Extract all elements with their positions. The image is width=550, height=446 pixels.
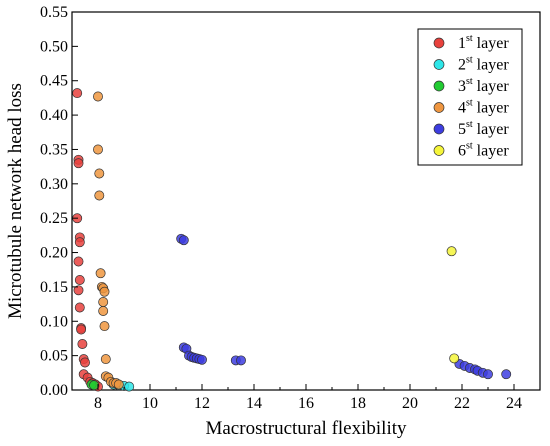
point-series-4 — [93, 91, 103, 102]
y-tick-label: 0.10 — [40, 313, 68, 330]
legend-ordinal: 1 — [458, 35, 466, 52]
x-tick-label: 22 — [454, 395, 470, 412]
legend-box — [417, 28, 523, 166]
legend-label: 6st layer — [458, 141, 509, 160]
point-series-1 — [73, 256, 84, 267]
y-tick-label: 0.05 — [40, 348, 68, 365]
legend-suffix: layer — [477, 35, 510, 52]
x-tick-label: 10 — [142, 395, 158, 412]
legend-suffix: layer — [477, 57, 510, 74]
point-series-4 — [94, 168, 105, 179]
legend-superscript: st — [466, 119, 473, 130]
point-series-5 — [178, 235, 189, 246]
x-tick-label: 14 — [246, 395, 262, 412]
y-tick-label: 0.30 — [40, 176, 68, 193]
legend-marker — [433, 123, 445, 135]
point-series-4 — [99, 321, 110, 332]
y-axis: 0.00 0.05 0.10 0.15 0.20 0.25 0.30 0.35 0.40 0.45… — [40, 4, 78, 399]
point-series-4 — [99, 286, 110, 297]
point-series-4 — [98, 297, 109, 307]
x-tick-label: 24 — [506, 395, 522, 412]
point-series-1 — [76, 324, 87, 335]
legend-superscript: st — [466, 76, 473, 87]
legend-label: 3st layer — [458, 76, 509, 95]
point-series-1 — [74, 237, 85, 248]
x-axis: 8 10 12 14 16 18 20 22 24 — [71, 384, 541, 412]
y-tick-label: 0.00 — [40, 382, 68, 399]
legend-marker — [433, 59, 445, 70]
point-series-1 — [72, 88, 83, 99]
y-tick-label: 0.25 — [40, 210, 68, 227]
legend-ordinal: 6 — [458, 143, 466, 160]
y-tick-label: 0.15 — [40, 279, 68, 296]
legend-suffix: layer — [477, 121, 510, 138]
y-tick-label: 0.50 — [40, 38, 68, 55]
legend-label: 5st layer — [458, 119, 509, 138]
legend-superscript: st — [466, 55, 473, 66]
y-tick-label: 0.55 — [40, 4, 68, 21]
legend-marker — [433, 145, 445, 156]
point-series-4 — [98, 306, 109, 316]
point-series-4 — [100, 354, 111, 365]
y-tick-label: 0.20 — [40, 245, 68, 262]
x-tick-label: 20 — [402, 395, 418, 412]
legend-ordinal: 2 — [458, 57, 466, 74]
y-tick-label: 0.35 — [40, 141, 68, 158]
x-tick-label: 8 — [94, 395, 102, 412]
data-points — [72, 88, 512, 392]
point-series-5 — [501, 369, 512, 380]
point-series-4 — [93, 144, 103, 155]
point-series-6 — [449, 353, 460, 364]
point-series-1 — [74, 302, 85, 313]
y-axis-title: Microtubule network head loss — [5, 83, 26, 319]
legend-ordinal: 3 — [458, 78, 466, 95]
legend-ordinal: 5 — [458, 121, 466, 138]
x-axis-title: Macrostructural flexibility — [205, 418, 407, 439]
x-tick-label: 16 — [298, 395, 314, 412]
legend-label: 1st layer — [458, 33, 509, 52]
x-tick-label: 12 — [194, 395, 210, 412]
point-series-1 — [73, 285, 84, 296]
point-series-1 — [80, 357, 90, 368]
legend-superscript: st — [466, 141, 473, 152]
point-series-5 — [483, 369, 493, 380]
legend-superscript: st — [466, 98, 473, 109]
legend-suffix: layer — [477, 100, 510, 117]
point-series-2 — [124, 381, 135, 392]
y-tick-label: 0.45 — [40, 73, 68, 90]
legend-suffix: layer — [477, 78, 510, 95]
point-series-1 — [74, 275, 85, 285]
x-tick-label: 18 — [350, 395, 366, 412]
point-series-4 — [113, 379, 124, 390]
point-series-1 — [77, 339, 88, 349]
legend-marker — [433, 80, 445, 92]
point-series-3 — [89, 380, 100, 391]
legend-marker — [433, 37, 445, 49]
point-series-6 — [446, 246, 457, 257]
legend-label: 4st layer — [458, 98, 509, 117]
point-series-4 — [94, 190, 105, 201]
point-series-5 — [236, 355, 246, 366]
point-series-1 — [73, 158, 84, 169]
legend-suffix: layer — [477, 143, 510, 160]
legend-superscript: st — [466, 33, 473, 44]
point-series-5 — [197, 354, 207, 365]
legend-ordinal: 4 — [458, 100, 466, 117]
legend-label: 2st layer — [458, 55, 509, 74]
legend-marker — [433, 102, 445, 113]
y-tick-label: 0.40 — [40, 107, 68, 124]
point-series-4 — [95, 268, 106, 279]
